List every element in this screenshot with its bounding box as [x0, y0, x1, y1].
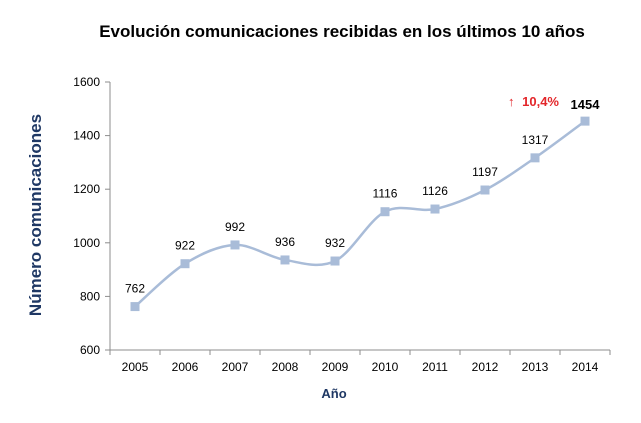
x-tick-label: 2007: [222, 360, 249, 374]
data-label: 1317: [522, 133, 549, 147]
x-tick-label: 2005: [122, 360, 149, 374]
y-tick-label: 1000: [73, 236, 100, 250]
data-point-marker: [530, 153, 540, 163]
data-label: 922: [175, 239, 195, 253]
axes: [109, 82, 610, 351]
data-point-marker: [380, 207, 390, 217]
data-label: 932: [325, 236, 345, 250]
y-tick-label: 1200: [73, 182, 100, 196]
data-labels: 762 922 992 936 932 1116 1126 1197 1317 1454: [125, 97, 600, 295]
markers: [130, 116, 590, 312]
annotation-arrow: ↑: [508, 94, 515, 109]
growth-annotation: ↑ 10,4%: [508, 94, 559, 109]
data-label: 1197: [472, 165, 498, 179]
y-tick-label: 1400: [73, 129, 100, 143]
y-tick-label: 1600: [73, 75, 100, 89]
x-tick-label: 2008: [272, 360, 299, 374]
data-label: 762: [125, 282, 145, 296]
data-label: 936: [275, 235, 295, 249]
data-point-marker: [130, 302, 140, 312]
x-axis-title: Año: [321, 386, 346, 401]
x-tick-label: 2006: [172, 360, 199, 374]
x-tick-label: 2009: [322, 360, 349, 374]
data-point-marker: [480, 185, 490, 195]
data-label: 1116: [373, 187, 398, 201]
x-tick-label: 2012: [472, 360, 499, 374]
y-ticks: 600 800 1000 1200 1400 1600: [73, 75, 110, 357]
chart-title: Evolución comunicaciones recibidas en lo…: [99, 22, 585, 41]
x-tick-label: 2011: [422, 360, 448, 374]
y-axis-title: Número comunicaciones: [26, 114, 45, 316]
x-tick-label: 2010: [372, 360, 399, 374]
data-point-marker: [580, 116, 590, 126]
data-point-marker: [230, 240, 240, 250]
data-label: 992: [225, 220, 245, 234]
x-tick-label: 2013: [522, 360, 549, 374]
data-label: 1454: [571, 97, 601, 112]
data-label: 1126: [422, 184, 448, 198]
data-point-marker: [430, 204, 440, 214]
data-point-marker: [180, 259, 190, 269]
annotation-text: 10,4%: [522, 94, 559, 109]
y-tick-label: 600: [80, 343, 100, 357]
series-line: [134, 120, 586, 308]
x-ticks: 2005 2006 2007 2008 2009 2010 2011 2012 2013 2014: [109, 350, 611, 374]
x-tick-label: 2014: [572, 360, 599, 374]
y-tick-label: 800: [80, 289, 100, 303]
data-point-marker: [330, 256, 340, 266]
data-point-marker: [280, 255, 290, 265]
